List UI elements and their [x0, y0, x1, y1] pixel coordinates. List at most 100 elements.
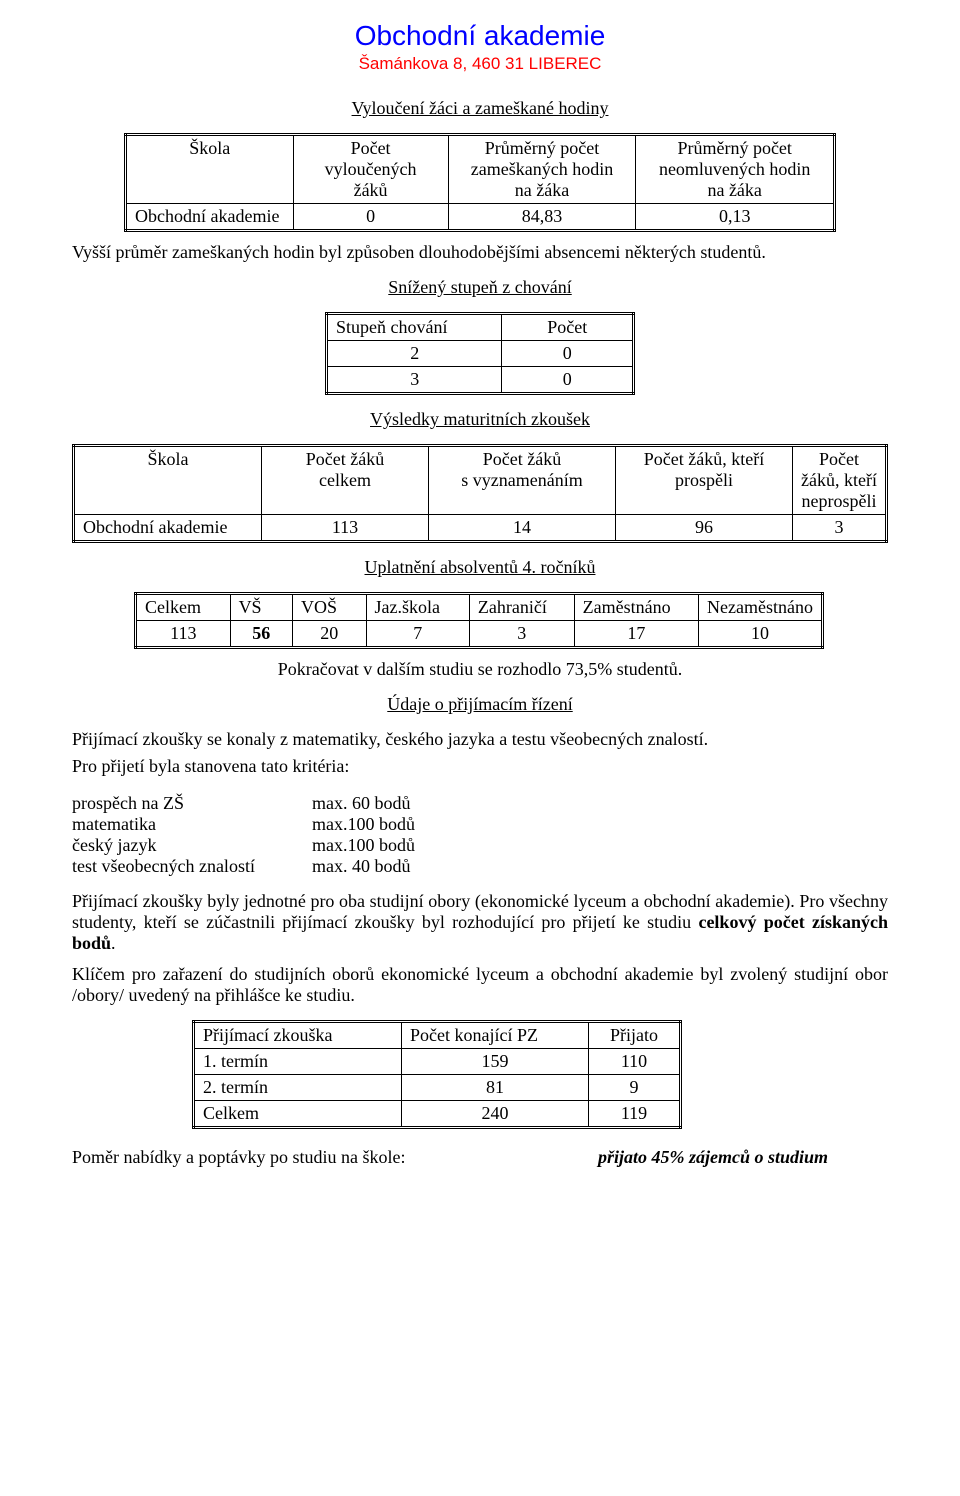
heading-behavior: Snížený stupeň z chování — [72, 277, 888, 298]
th-honors: Počet žáků s vyznamenáním — [429, 446, 616, 515]
th-count: Počet — [502, 314, 634, 341]
note-continue-study: Pokračovat v dalším studiu se rozhodlo 7… — [72, 659, 888, 680]
cell-school: Obchodní akademie — [74, 515, 262, 542]
cell-total: 113 — [262, 515, 429, 542]
th-line: žáků — [354, 180, 388, 200]
th-line: zameškaných hodin — [471, 159, 613, 179]
th-line: Průměrný počet — [677, 138, 791, 158]
cell-vs: 56 — [230, 621, 292, 648]
th-exam: Přijímací zkouška — [194, 1022, 402, 1049]
th-vos: VOŠ — [292, 594, 366, 621]
cell-count: 0 — [502, 341, 634, 367]
cell-failed: 3 — [793, 515, 887, 542]
cell-count: 240 — [402, 1101, 589, 1128]
cell-total: 113 — [136, 621, 231, 648]
cell-accepted: 119 — [589, 1101, 681, 1128]
cell-count: 81 — [402, 1075, 589, 1101]
cell-expelled: 0 — [293, 204, 448, 231]
cell-passed: 96 — [616, 515, 793, 542]
table-row: 1. termín 159 110 — [194, 1049, 681, 1075]
criteria-row: test všeobecných znalostí max. 40 bodů — [72, 856, 888, 877]
cell-employed: 17 — [574, 621, 698, 648]
th-line: na žáka — [515, 180, 569, 200]
cell-count: 159 — [402, 1049, 589, 1075]
cell-count: 0 — [502, 367, 634, 394]
criteria-label: český jazyk — [72, 835, 312, 856]
th-employed: Zaměstnáno — [574, 594, 698, 621]
cell-vos: 20 — [292, 621, 366, 648]
criteria-label: matematika — [72, 814, 312, 835]
table-row: Obchodní akademie 0 84,83 0,13 — [126, 204, 835, 231]
p-uniform-exams: Přijímací zkoušky byly jednotné pro oba … — [72, 891, 888, 954]
cell-avg-missed: 84,83 — [448, 204, 636, 231]
th-total: Celkem — [136, 594, 231, 621]
cell-accepted: 110 — [589, 1049, 681, 1075]
cell-lang: 7 — [366, 621, 469, 648]
th-line: neomluvených hodin — [659, 159, 810, 179]
th-line: Průměrný počet — [485, 138, 599, 158]
table-row: 2. termín 81 9 — [194, 1075, 681, 1101]
criteria-value: max.100 bodů — [312, 835, 415, 856]
cell-unemployed: 10 — [699, 621, 823, 648]
table-row: Obchodní akademie 113 14 96 3 — [74, 515, 887, 542]
th-failed: Počet žáků, kteří neprospěli — [793, 446, 887, 515]
th-line: Počet žáků, kteří — [801, 449, 877, 490]
cell-abroad: 3 — [469, 621, 574, 648]
page: Obchodní akademie Šamánkova 8, 460 31 LI… — [0, 0, 960, 1496]
cell-avg-unexcused: 0,13 — [636, 204, 835, 231]
criteria-label: prospěch na ZŠ — [72, 793, 312, 814]
page-title: Obchodní akademie — [72, 20, 888, 52]
cell-school: Obchodní akademie — [126, 204, 294, 231]
th-line: na žáka — [707, 180, 761, 200]
th-school: Škola — [74, 446, 262, 515]
th-avg-unexcused: Průměrný počet neomluvených hodin na žák… — [636, 135, 835, 204]
th-passed: Počet žáků, kteří prospěli — [616, 446, 793, 515]
cell-degree: 2 — [327, 341, 502, 367]
th-line: Počet — [351, 138, 391, 158]
footer-row: Poměr nabídky a poptávky po studiu na šk… — [72, 1147, 888, 1168]
cell-degree: 3 — [327, 367, 502, 394]
th-line: Počet žáků — [306, 449, 384, 469]
th-accepted: Přijato — [589, 1022, 681, 1049]
note-absence: Vyšší průměr zameškaných hodin byl způso… — [72, 242, 888, 263]
th-count-expelled: Počet vyloučených žáků — [293, 135, 448, 204]
cell-term: Celkem — [194, 1101, 402, 1128]
table-maturita: Škola Počet žáků celkem Počet žáků s vyz… — [72, 444, 888, 543]
th-line: Počet žáků — [483, 449, 561, 469]
page-address: Šamánkova 8, 460 31 LIBEREC — [72, 54, 888, 74]
table-behavior: Stupeň chování Počet 2 0 3 0 — [325, 312, 635, 395]
table-admission: Přijímací zkouška Počet konající PZ Přij… — [192, 1020, 682, 1129]
criteria-value: max. 60 bodů — [312, 793, 411, 814]
p-key-assignment: Klíčem pro zařazení do studijních oborů … — [72, 964, 888, 1006]
cell-honors: 14 — [429, 515, 616, 542]
p-admission-exams: Přijímací zkoušky se konaly z matematiky… — [72, 729, 888, 750]
text-span: . — [111, 933, 116, 953]
th-count-exam: Počet konající PZ — [402, 1022, 589, 1049]
table-row: 2 0 — [327, 341, 634, 367]
heading-graduates: Uplatnění absolventů 4. ročníků — [72, 557, 888, 578]
criteria-label: test všeobecných znalostí — [72, 856, 312, 877]
table-graduates: Celkem VŠ VOŠ Jaz.škola Zahraničí Zaměst… — [134, 592, 824, 649]
th-line: s vyznamenáním — [461, 470, 582, 490]
heading-expelled: Vyloučení žáci a zameškané hodiny — [72, 98, 888, 119]
th-line: vyloučených — [325, 159, 417, 179]
table-row: 113 56 20 7 3 17 10 — [136, 621, 823, 648]
cell-term: 1. termín — [194, 1049, 402, 1075]
criteria-row: český jazyk max.100 bodů — [72, 835, 888, 856]
cell-term: 2. termín — [194, 1075, 402, 1101]
th-line: prospěli — [675, 470, 733, 490]
cell-accepted: 9 — [589, 1075, 681, 1101]
footer-left: Poměr nabídky a poptávky po studiu na šk… — [72, 1147, 405, 1168]
th-lang: Jaz.škola — [366, 594, 469, 621]
table-expelled: Škola Počet vyloučených žáků Průměrný po… — [124, 133, 836, 232]
th-school: Škola — [126, 135, 294, 204]
criteria-row: matematika max.100 bodů — [72, 814, 888, 835]
th-total: Počet žáků celkem — [262, 446, 429, 515]
p-criteria-intro: Pro přijetí byla stanovena tato kritéria… — [72, 756, 888, 777]
th-line: Počet žáků, kteří — [644, 449, 764, 469]
criteria-value: max. 40 bodů — [312, 856, 411, 877]
th-vs: VŠ — [230, 594, 292, 621]
th-line: neprospěli — [802, 491, 877, 511]
th-degree: Stupeň chování — [327, 314, 502, 341]
th-abroad: Zahraničí — [469, 594, 574, 621]
